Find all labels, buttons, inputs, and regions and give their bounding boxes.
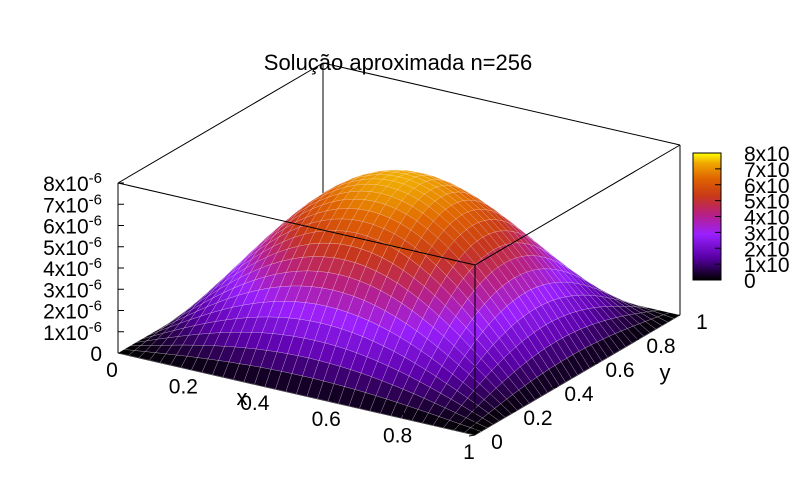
y-tick-label: 0.8	[646, 335, 675, 358]
x-tick-label: 0.6	[312, 408, 341, 431]
x-tick-label: 1	[463, 441, 475, 464]
y-tick-mark	[632, 338, 640, 341]
y-tick-label: 1	[696, 311, 708, 334]
x-axis-ticks: 0 0.2 0.4 0.6 0.8 1	[106, 347, 476, 464]
box-edge	[117, 182, 476, 266]
box-edge	[117, 62, 324, 184]
colorbar-tick-label: 3x10	[744, 222, 790, 245]
y-tick-mark	[509, 410, 517, 413]
x-tick-label: 0.8	[383, 425, 412, 448]
z-tick-label: 7x10-6	[43, 191, 102, 217]
z-tick-label: 0	[90, 343, 102, 366]
colorbar-tick-label: 6x10	[744, 175, 790, 198]
z-tick-label: 5x10-6	[43, 234, 102, 260]
colorbar-tick-label: 0	[744, 270, 756, 293]
z-tick-label: 8x10-6	[43, 170, 102, 196]
y-tick-label: 0.6	[605, 359, 634, 382]
x-tick-label: 0.4	[240, 392, 270, 415]
surface-cell	[464, 427, 482, 436]
box-edge	[322, 62, 681, 146]
surface-mesh	[117, 169, 681, 436]
x-axis-label: x	[237, 385, 248, 410]
chart-title: Solução aproximada n=256	[264, 50, 532, 75]
colorbar-tick-label: 7x10	[744, 159, 790, 182]
y-tick-label: 0.4	[564, 383, 594, 406]
y-tick-mark	[673, 314, 681, 317]
y-axis-label: y	[660, 360, 671, 385]
colorbar-tick-label: 8x10	[744, 143, 790, 166]
y-tick-mark	[591, 362, 599, 365]
y-tick-mark	[468, 434, 476, 437]
box-edge	[474, 144, 681, 266]
z-axis-ticks: 01x10-62x10-63x10-64x10-65x10-66x10-67x1…	[43, 170, 124, 366]
colorbar-tick-label: 4x10	[744, 207, 790, 230]
y-tick-label: 0.2	[523, 407, 552, 430]
z-tick-label: 2x10-6	[43, 298, 102, 324]
x-tick-label: 0.2	[169, 375, 198, 398]
z-tick-label: 1x10-6	[43, 319, 102, 345]
z-tick-label: 6x10-6	[43, 213, 102, 239]
y-tick-mark	[550, 386, 558, 389]
y-tick-label: 0	[491, 431, 503, 454]
z-tick-label: 3x10-6	[43, 276, 102, 302]
colorbar-tick-label: 5x10	[744, 191, 790, 214]
z-tick-label: 4x10-6	[43, 255, 102, 281]
x-tick-label: 0	[106, 359, 118, 382]
colorbar-tick-label: 1x10	[744, 254, 790, 277]
y-axis-ticks: 0 0.2 0.4 0.6 0.8 1	[468, 311, 708, 454]
plot-box-front-edges	[117, 144, 681, 435]
colorbar-tick-label: 2x10	[744, 238, 790, 261]
